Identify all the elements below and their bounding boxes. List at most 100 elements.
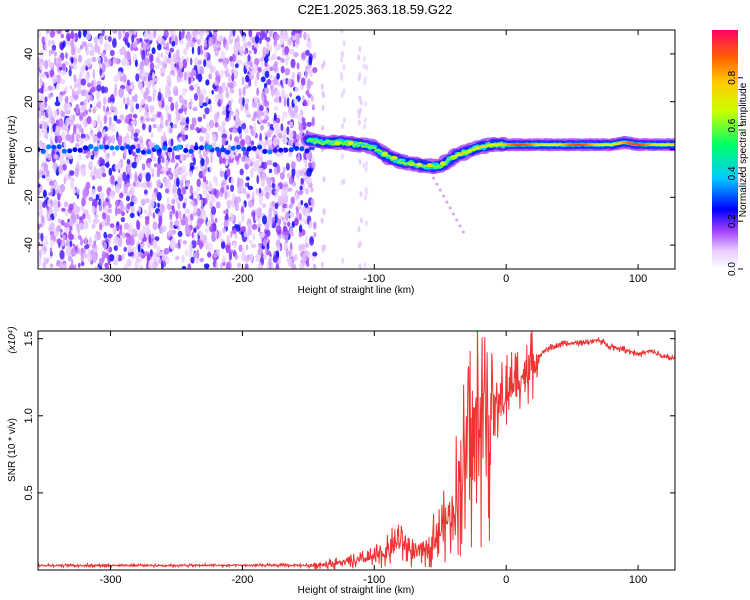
noise-speckle [234,254,239,260]
signal-blob [313,141,317,144]
noise-speckle [245,176,250,181]
noise-speckle [70,40,75,49]
noise-speckle [259,57,264,62]
noise-speckle [284,68,291,76]
noise-speckle [269,44,272,52]
snr-panel: -300 -200 -100 0 100 0.5 1.0 1.5 Height of str… [7,326,676,596]
noise-speckle [243,98,250,104]
noise-speckle [90,86,96,93]
noise-speckle [96,131,102,139]
noise-speckle [101,211,107,220]
noise-speckle [77,30,82,39]
noise-speckle [270,30,273,35]
noise-speckle [68,230,72,236]
noise-speckle [148,124,152,133]
noise-speckle [265,36,271,42]
noise-speckle [158,251,164,256]
noise-speckle [258,242,263,248]
noise-speckle [109,49,115,57]
noise-speckle [145,172,151,182]
noise-speckle [126,96,130,106]
noise-speckle [259,132,262,143]
noise-speckle [130,105,134,114]
noise-speckle [98,144,104,150]
noise-speckle [189,171,193,178]
noise-speckle [38,88,44,94]
signal-blob [344,143,348,146]
noise-speckle [205,79,210,86]
noise-speckle [175,155,180,160]
noise-speckle [313,221,317,230]
noise-speckle [257,223,262,228]
noise-speckle [321,125,325,132]
noise-speckle [151,192,157,201]
noise-speckle [107,254,110,263]
noise-speckle [197,59,202,66]
noise-speckle [364,100,368,107]
noise-speckle [241,225,247,233]
noise-speckle [112,30,118,34]
noise-speckle [141,163,146,171]
noise-speckle [237,46,243,52]
noise-speckle [127,124,133,132]
noise-speckle [205,132,211,142]
noise-speckle [298,169,305,177]
noise-speckle [73,124,77,135]
noise-speckle [289,212,295,218]
noise-speckle [196,38,201,45]
noise-speckle [161,119,164,128]
noise-speckle [78,124,83,132]
noise-speckle [211,34,216,45]
noise-speckle [58,164,64,174]
noise-speckle [150,117,155,123]
noise-speckle [70,57,74,64]
noise-speckle [178,136,183,143]
noise-speckle [242,203,245,210]
noise-speckle [178,108,183,114]
noise-speckle [87,254,93,262]
noise-speckle [118,87,124,98]
noise-speckle [164,104,169,112]
noise-speckle [359,107,362,114]
noise-speckle [312,67,318,74]
noise-speckle [78,112,84,122]
noise-speckle [89,104,93,108]
noise-speckle [65,30,70,33]
noise-speckle [271,53,277,61]
noise-speckle [107,125,111,132]
noise-speckle [229,56,233,62]
noise-speckle [307,98,311,107]
y-tick-label: 40 [23,48,35,60]
noise-speckle [305,178,309,185]
noise-speckle [102,173,107,178]
noise-speckle [124,31,130,39]
noise-speckle [93,146,99,152]
noise-speckle [268,258,272,265]
noise-speckle [241,155,246,162]
noise-speckle [340,153,344,160]
noise-speckle [101,30,105,37]
noise-speckle [310,95,315,102]
noise-speckle [226,168,231,178]
noise-speckle [146,223,150,233]
noise-speckle [152,254,156,264]
noise-speckle [140,116,144,121]
noise-speckle [285,186,288,195]
noise-speckle [84,236,88,245]
noise-speckle [173,193,177,199]
noise-speckle [141,149,146,155]
noise-speckle [181,30,185,36]
noise-speckle [185,57,189,62]
noise-speckle [261,119,268,124]
noise-speckle [193,157,196,166]
noise-speckle [161,151,166,158]
noise-speckle [53,168,57,173]
noise-speckle [214,122,219,128]
noise-speckle [130,30,133,35]
noise-speckle [67,255,72,262]
noise-speckle [151,156,157,162]
noise-speckle [285,56,289,66]
noise-speckle [53,199,59,209]
noise-speckle [244,84,250,89]
noise-speckle [172,207,176,215]
